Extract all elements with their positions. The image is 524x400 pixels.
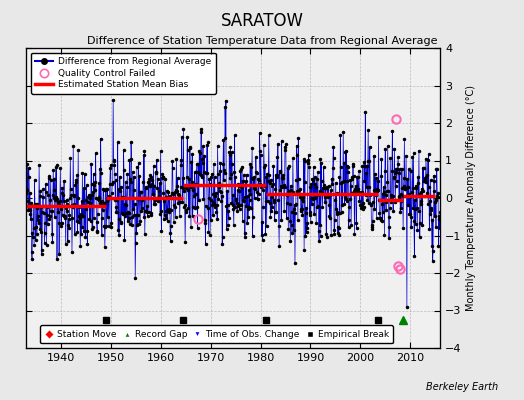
Text: SARATOW: SARATOW	[221, 12, 303, 30]
Legend: Station Move, Record Gap, Time of Obs. Change, Empirical Break: Station Move, Record Gap, Time of Obs. C…	[40, 326, 394, 344]
Y-axis label: Monthly Temperature Anomaly Difference (°C): Monthly Temperature Anomaly Difference (…	[466, 85, 476, 311]
Text: Difference of Station Temperature Data from Regional Average: Difference of Station Temperature Data f…	[87, 36, 437, 46]
Text: Berkeley Earth: Berkeley Earth	[425, 382, 498, 392]
